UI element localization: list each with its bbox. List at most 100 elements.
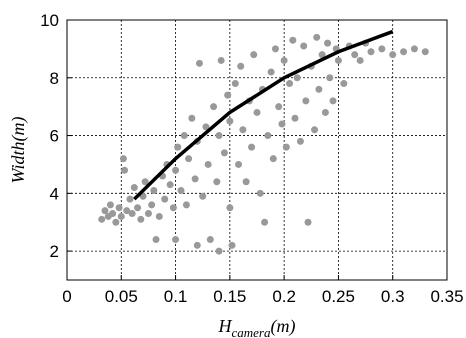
data-point (106, 201, 114, 209)
x-tick-label: 0 (62, 287, 71, 306)
data-point (378, 45, 386, 53)
y-tick-label: 10 (40, 11, 59, 30)
y-tick-label: 8 (50, 69, 59, 88)
x-tick-label: 0.2 (272, 287, 296, 306)
data-point (275, 103, 283, 111)
data-point (204, 160, 212, 168)
data-point (150, 186, 158, 194)
data-point (329, 97, 337, 105)
data-point (141, 178, 149, 186)
data-point (231, 80, 239, 88)
data-point (191, 175, 199, 183)
x-label-unit: (m) (271, 316, 296, 337)
y-tick-label: 4 (50, 184, 59, 203)
data-point (112, 218, 120, 226)
data-point (193, 241, 201, 249)
x-axis-label: Hcamera(m) (218, 316, 296, 338)
data-point (215, 247, 223, 255)
data-point (148, 201, 156, 209)
data-point (269, 155, 277, 163)
data-point (340, 80, 348, 88)
data-point (313, 33, 321, 41)
data-point (226, 117, 234, 125)
data-point (128, 210, 136, 218)
data-point (115, 204, 123, 212)
data-point (311, 126, 319, 134)
data-point (264, 132, 272, 140)
data-point (172, 166, 180, 174)
data-point (130, 184, 138, 192)
data-point (400, 48, 408, 56)
data-point (278, 120, 286, 128)
y-tick-label: 6 (50, 127, 59, 146)
data-point (144, 210, 152, 218)
x-label-base: H (218, 316, 233, 336)
data-point (248, 143, 256, 151)
x-tick-label: 0.05 (105, 287, 138, 306)
data-point (242, 178, 250, 186)
data-point (177, 186, 185, 194)
data-point (296, 137, 304, 145)
data-point (117, 212, 125, 220)
data-point (324, 39, 332, 47)
data-point (304, 218, 312, 226)
data-point (239, 126, 247, 134)
data-point (161, 195, 169, 203)
data-point (367, 48, 375, 56)
fit-line (133, 29, 394, 201)
data-point (253, 108, 261, 116)
data-point (226, 204, 234, 212)
data-point (152, 236, 160, 244)
data-point (166, 181, 174, 189)
data-point (351, 51, 359, 59)
data-point (250, 51, 258, 59)
data-point (217, 56, 225, 64)
data-point (215, 132, 223, 140)
data-point (98, 215, 106, 223)
data-point (210, 103, 218, 111)
data-point (155, 212, 163, 220)
data-point (261, 218, 269, 226)
x-tick-label: 0.35 (430, 287, 463, 306)
x-tick-label: 0.15 (213, 287, 246, 306)
x-label-sub: camera (232, 325, 271, 338)
data-point (256, 189, 264, 197)
plot-frame (66, 19, 448, 281)
data-point (293, 74, 301, 82)
data-point (137, 215, 145, 223)
data-point (315, 85, 323, 93)
data-point (235, 160, 243, 168)
data-point (119, 155, 127, 163)
data-point (318, 51, 326, 59)
data-point (389, 51, 397, 59)
data-point (286, 80, 294, 88)
y-axis-label: Width(m) (8, 117, 29, 184)
data-point (185, 155, 193, 163)
x-tick-label: 0.3 (381, 287, 405, 306)
data-point (300, 42, 308, 50)
y-tick-label: 2 (50, 242, 59, 261)
data-point (421, 48, 429, 56)
data-point (224, 91, 232, 99)
data-point (280, 56, 288, 64)
data-point (123, 207, 131, 215)
data-point (206, 236, 214, 244)
data-point (126, 195, 134, 203)
data-point (237, 62, 245, 70)
data-point (356, 56, 364, 64)
data-point (213, 178, 221, 186)
data-point (302, 97, 310, 105)
data-point (101, 207, 109, 215)
x-tick-label: 0.25 (322, 287, 355, 306)
data-point (195, 59, 203, 67)
data-point (289, 36, 297, 44)
data-point (202, 123, 210, 131)
data-point (174, 143, 182, 151)
data-point (109, 210, 117, 218)
data-point (169, 204, 177, 212)
data-point (188, 114, 196, 122)
data-point (410, 45, 418, 53)
data-point (321, 108, 329, 116)
x-tick-label: 0.1 (164, 287, 188, 306)
